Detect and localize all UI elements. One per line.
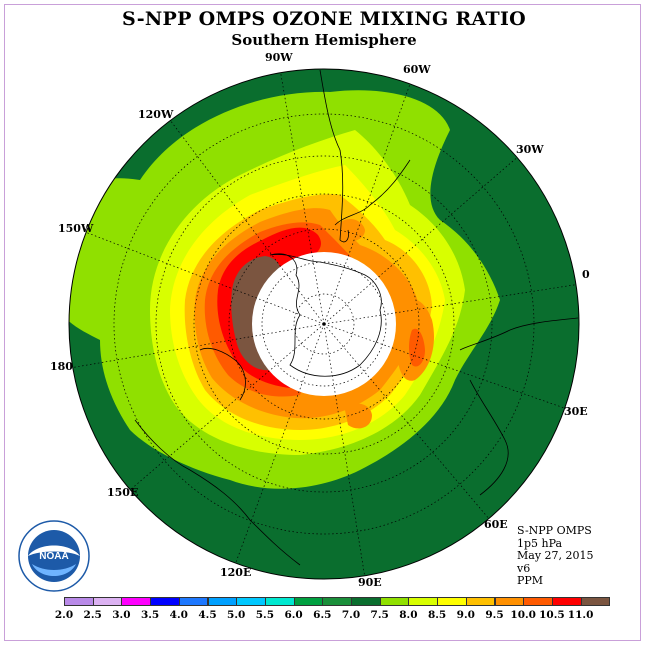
colorbar-label: 4.0 xyxy=(169,609,188,621)
colorbar-segment xyxy=(551,597,582,606)
colorbar-segment xyxy=(178,597,209,606)
colorbar-label: 2.0 xyxy=(54,609,74,621)
meridian-lines xyxy=(69,69,579,579)
lon-label-120e: 120E xyxy=(220,566,252,579)
colorbar-segment xyxy=(351,597,381,606)
figure-frame xyxy=(4,4,641,641)
lon-label-60e: 60E xyxy=(484,518,508,531)
info-units: PPM xyxy=(517,574,544,587)
colorbar-label: 2.5 xyxy=(83,609,102,621)
lon-label-90e: 90E xyxy=(358,576,382,589)
colorbar-segment xyxy=(121,597,152,606)
colorbar-label: 3.5 xyxy=(140,609,160,621)
map-title: S-NPP OMPS OZONE MIXING RATIO xyxy=(121,8,527,30)
lon-label-150w: 150W xyxy=(58,222,94,235)
lon-label-30e: 30E xyxy=(564,405,588,418)
lon-label-30w: 30W xyxy=(516,143,544,156)
colorbar-label: 4.5 xyxy=(198,609,217,621)
colorbar-label: 9.5 xyxy=(485,609,504,621)
band-9-0-blob-south xyxy=(345,403,372,429)
map-outline xyxy=(68,68,580,580)
south-pole-dot xyxy=(322,322,326,326)
band-9-5-blob-north xyxy=(338,218,365,242)
colorbar-segment xyxy=(523,597,553,606)
colorbar-segment xyxy=(64,597,94,606)
colorbar-label: 6.5 xyxy=(313,609,332,621)
info-instrument: S-NPP OMPS xyxy=(517,524,592,537)
colorbar-label: 7.0 xyxy=(341,609,361,621)
colorbar-label: 5.5 xyxy=(255,609,275,621)
colorbar-segment xyxy=(379,597,410,606)
info-version: v6 xyxy=(517,561,531,575)
colorbar-segment xyxy=(236,597,266,606)
colorbar-label: 3.0 xyxy=(112,609,131,621)
colorbar-label: 8.5 xyxy=(427,609,447,621)
colorbar-label: 10.0 xyxy=(510,609,536,621)
colorbar-segment xyxy=(92,597,123,606)
colorbar-segment xyxy=(580,597,611,606)
colorbar-label: 6.0 xyxy=(284,609,303,621)
lon-label-90w: 90W xyxy=(265,51,293,64)
colorbar-label: 8.0 xyxy=(399,609,418,621)
colorbar-segment xyxy=(494,597,525,606)
ozone-contours xyxy=(69,69,579,579)
colorbar-segment xyxy=(264,597,295,606)
lon-label-120w: 120W xyxy=(138,108,174,121)
lon-label-180: 180 xyxy=(50,360,73,373)
info-pressure-level: 1p5 hPa xyxy=(517,536,563,550)
colorbar-segment xyxy=(322,597,352,606)
colorbar-segment xyxy=(150,597,180,606)
colorbar-segment xyxy=(437,597,467,606)
colorbar-label: 10.5 xyxy=(539,609,565,621)
colorbar-label: 7.5 xyxy=(370,609,389,621)
colorbar-label: 9.0 xyxy=(456,609,475,621)
noaa-logo-text: NOAA xyxy=(39,551,68,562)
colorbar-label: 11.0 xyxy=(567,609,594,621)
lon-label-150e: 150E xyxy=(107,486,139,499)
band-10-0-east xyxy=(409,328,425,367)
info-date: May 27, 2015 xyxy=(517,549,594,562)
coastlines xyxy=(134,69,579,566)
noaa-logo: NOAA xyxy=(18,520,90,592)
colorbar-segment xyxy=(465,597,496,606)
map-subtitle: Southern Hemisphere xyxy=(231,31,417,49)
product-info: S-NPP OMPS 1p5 hPa May 27, 2015 v6 PPM xyxy=(517,524,594,588)
colorbar-segment xyxy=(293,597,324,606)
colorbar-segment xyxy=(207,597,238,606)
lon-label-0: 0 xyxy=(582,268,590,281)
colorbar-segment xyxy=(408,597,439,606)
lon-label-60w: 60W xyxy=(403,63,431,76)
colorbar-label: 5.0 xyxy=(227,609,246,621)
